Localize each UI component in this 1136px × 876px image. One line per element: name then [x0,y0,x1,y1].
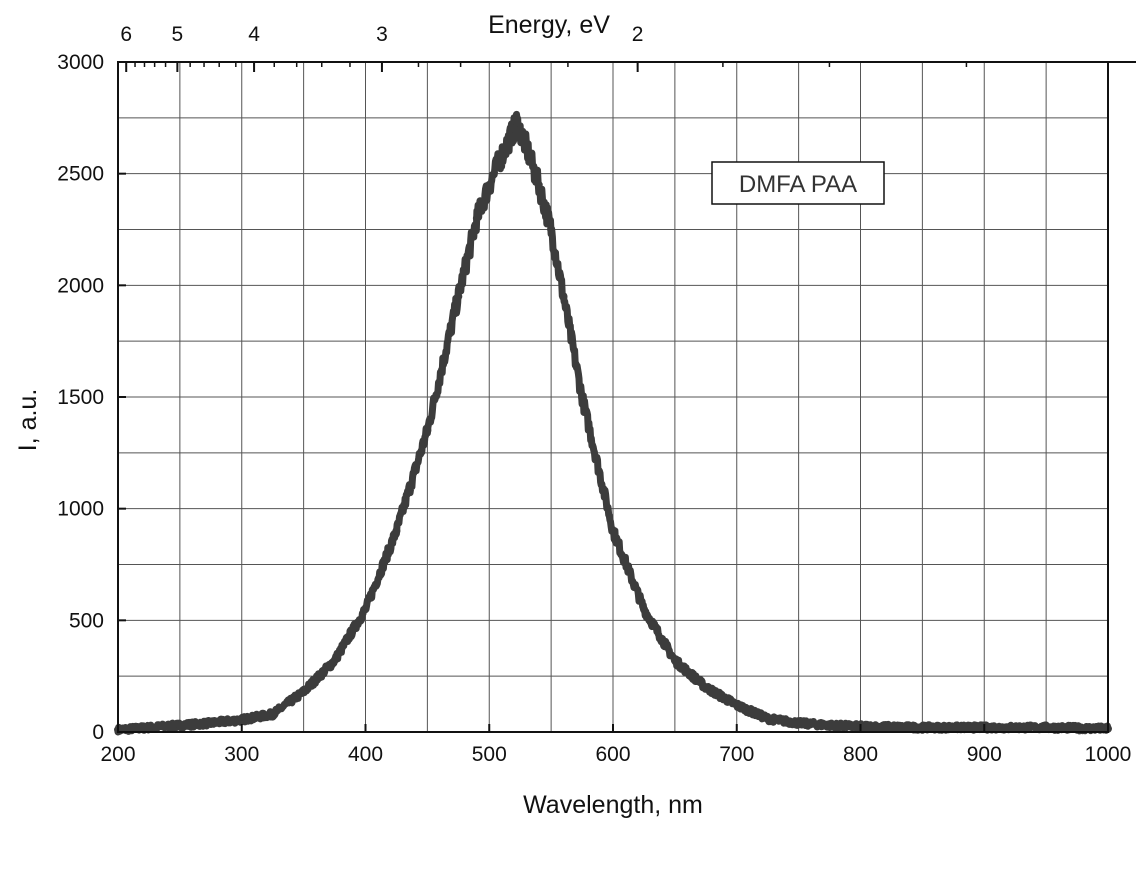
data-point [547,225,556,234]
data-point [1042,723,1051,732]
data-point [512,118,521,127]
y-tick-label: 1000 [57,498,104,521]
x-tick-label: 900 [967,743,1002,766]
grid [118,62,1108,732]
data-point [175,721,184,730]
data-point [472,214,481,223]
top-axis-title: Energy, eV [488,11,610,39]
x-tick-label: 500 [472,743,507,766]
data-point [732,701,741,710]
data-point [534,180,543,189]
x-tick-label: 700 [719,743,754,766]
x-tick-label: 300 [224,743,259,766]
ticks [117,61,1109,733]
data-point [510,125,518,133]
data-point [701,683,710,692]
x-tick-label: 1000 [1085,743,1132,766]
data-point [485,180,494,189]
data-point [361,605,370,614]
series-layer [114,110,1112,736]
data-point [497,151,506,160]
data-point [206,719,215,728]
top-tick-label: 3 [376,23,388,46]
top-tick-label: 4 [248,23,260,46]
data-point [237,715,246,724]
data-point [268,710,277,719]
y-tick-label: 0 [92,721,104,744]
x-tick-label: 200 [100,743,135,766]
legend-entry-dmfa-paa: DMFA PAA [739,171,857,198]
data-point [330,656,339,665]
x-tick-label: 400 [348,743,383,766]
data-point [609,527,617,535]
data-point [825,721,834,730]
data-point [299,687,308,696]
x-tick-label: 800 [843,743,878,766]
y-tick-label: 1500 [57,386,104,409]
top-tick-label: 2 [632,23,644,46]
data-point [392,527,401,535]
x-axis-title: Wavelength, nm [523,791,703,819]
data-point [522,142,531,151]
data-point [794,719,803,728]
y-axis-title: I, a.u. [14,389,42,452]
data-point [918,723,927,732]
y-tick-label: 2500 [57,163,104,186]
legend-box [711,161,885,205]
y-tick-label: 500 [69,609,104,632]
data-point [578,393,587,401]
data-point [639,605,648,614]
data-point [144,723,153,732]
data-point [559,292,568,301]
tick-labels: 200 300 400 500 600 700 800 900 1000 0 500 1000 1500… [57,23,1131,766]
data-point [423,426,432,435]
data-point [763,714,772,723]
data-point [454,292,463,301]
data-point [670,656,679,665]
legend: DMFA PAA [711,161,885,205]
y-tick-label: 3000 [57,51,104,74]
x-tick-label: 600 [595,743,630,766]
y-tick-label: 2000 [57,274,104,297]
top-tick-label: 5 [172,23,184,46]
top-tick-label: 6 [120,23,132,46]
